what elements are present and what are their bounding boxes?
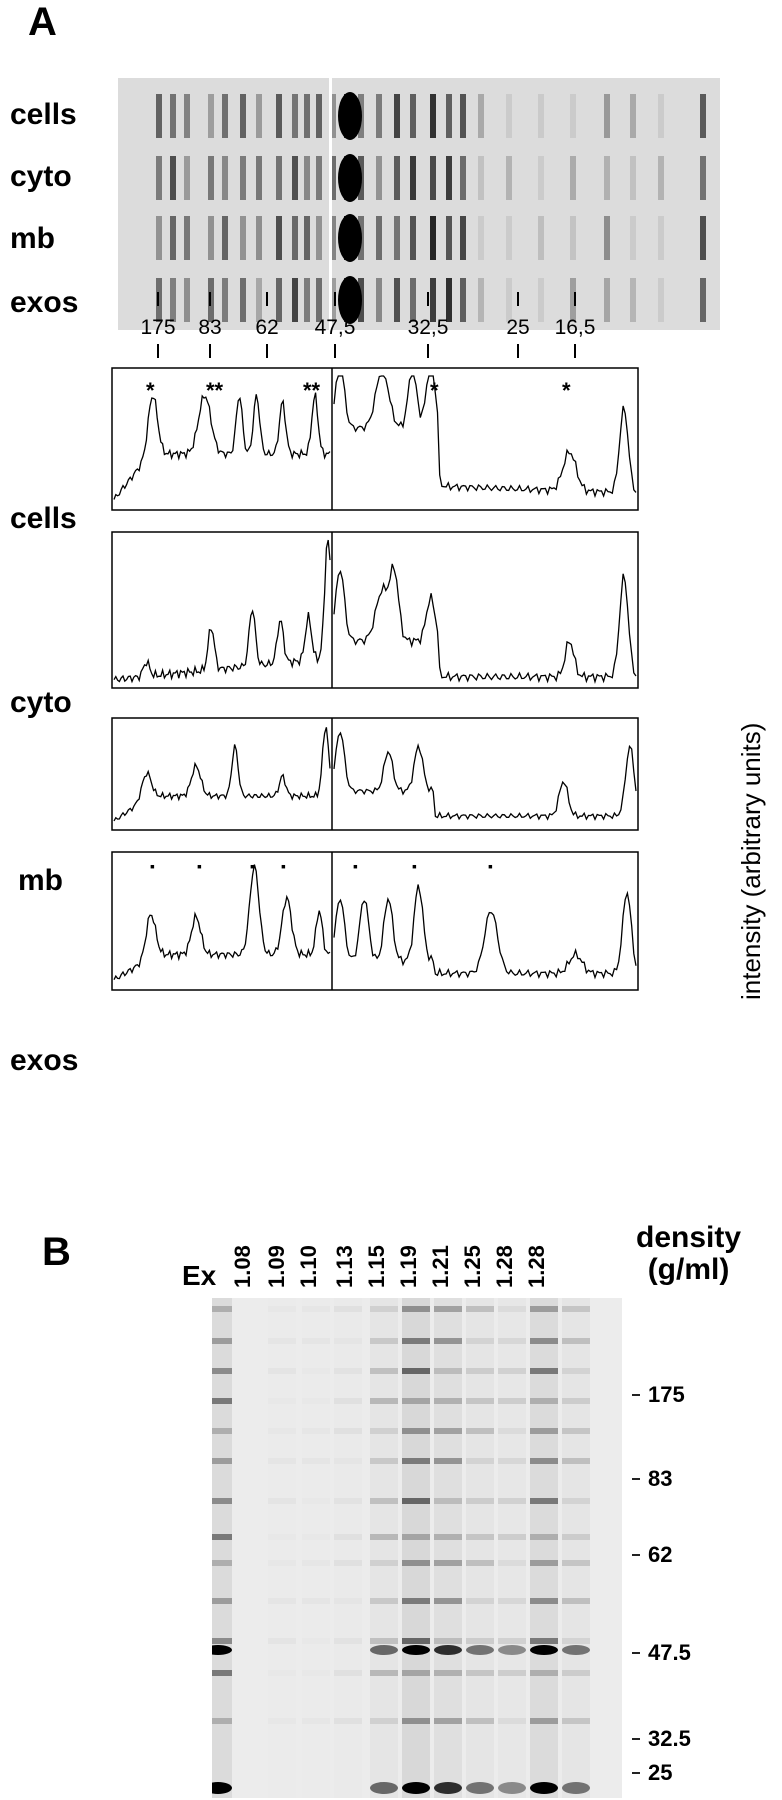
mw-tick-b bbox=[632, 1772, 640, 1774]
mw-label-a: 47,5 bbox=[314, 316, 356, 339]
lane-label-density: 1.10 bbox=[296, 1245, 321, 1288]
profile-plots bbox=[111, 367, 639, 991]
mw-label-b: 62 bbox=[648, 1542, 673, 1567]
profile-label-cells: cells bbox=[10, 502, 77, 535]
peak-marker-cells: * bbox=[562, 378, 571, 403]
gel-image-a bbox=[118, 78, 720, 330]
lane-label-density: 1.08 bbox=[230, 1245, 255, 1288]
peak-marker-exos: ▪ bbox=[150, 858, 155, 874]
peak-marker-cells: ** bbox=[303, 378, 321, 403]
gel-row-label-cyto: cyto bbox=[10, 160, 72, 193]
mw-tick-top-a bbox=[427, 292, 429, 306]
mw-label-a: 62 bbox=[255, 316, 279, 339]
density-title-line2: (g/ml) bbox=[647, 1253, 730, 1286]
profile-label-cyto: cyto bbox=[10, 686, 72, 719]
lane-label-density: 1.15 bbox=[364, 1245, 389, 1288]
profile-label-exos: exos bbox=[10, 1044, 79, 1077]
mw-tick-bottom-a bbox=[266, 344, 268, 358]
mw-tick-bottom-a bbox=[209, 344, 211, 358]
mw-tick-bottom-a bbox=[574, 344, 576, 358]
peak-marker-exos: ▪ bbox=[281, 858, 286, 874]
gel-image-b bbox=[212, 1298, 622, 1798]
lane-label-density: 1.13 bbox=[332, 1245, 357, 1288]
mw-tick-bottom-a bbox=[517, 344, 519, 358]
lane-label-density: 1.21 bbox=[428, 1245, 453, 1288]
mw-tick-top-a bbox=[334, 292, 336, 306]
mw-tick-b bbox=[632, 1394, 640, 1396]
mw-tick-b bbox=[632, 1554, 640, 1556]
profile-label-mb: mb bbox=[18, 864, 63, 897]
mw-label-b: 25 bbox=[648, 1760, 673, 1785]
gel-row-label-exos: exos bbox=[10, 286, 79, 319]
peak-marker-cells: ** bbox=[206, 378, 224, 403]
mw-label-a: 16,5 bbox=[554, 316, 596, 339]
mw-label-a: 83 bbox=[198, 316, 222, 339]
panel-b-label: B bbox=[42, 1230, 71, 1274]
mw-tick-top-a bbox=[266, 292, 268, 306]
mw-tick-b bbox=[632, 1478, 640, 1480]
mw-label-a: 32,5 bbox=[407, 316, 449, 339]
mw-label-b: 32.5 bbox=[648, 1726, 691, 1751]
peak-marker-exos: ▪ bbox=[250, 858, 255, 874]
peak-marker-exos: ▪ bbox=[197, 858, 202, 874]
mw-tick-top-a bbox=[517, 292, 519, 306]
mw-label-b: 175 bbox=[648, 1382, 685, 1407]
peak-marker-exos: ▪ bbox=[412, 858, 417, 874]
density-title: density (g/ml) bbox=[636, 1222, 741, 1286]
mw-tick-bottom-a bbox=[334, 344, 336, 358]
mw-label-a: 175 bbox=[140, 316, 176, 339]
mw-tick-b bbox=[632, 1652, 640, 1654]
mw-tick-b bbox=[632, 1738, 640, 1740]
mw-tick-bottom-a bbox=[427, 344, 429, 358]
lane-label-density: 1.25 bbox=[460, 1245, 485, 1288]
lane-label-ex: Ex bbox=[182, 1260, 217, 1291]
mw-label-b: 83 bbox=[648, 1466, 673, 1491]
mw-tick-top-a bbox=[574, 292, 576, 306]
y-axis-title: intensity (arbitrary units) bbox=[736, 722, 766, 1000]
mw-label-b: 47.5 bbox=[648, 1640, 691, 1665]
gel-row-label-mb: mb bbox=[10, 222, 55, 255]
mw-tick-top-a bbox=[209, 292, 211, 306]
peak-marker-cells: * bbox=[146, 378, 155, 403]
lane-label-density: 1.19 bbox=[396, 1245, 421, 1288]
mw-tick-bottom-a bbox=[157, 344, 159, 358]
peak-marker-exos: ▪ bbox=[488, 858, 493, 874]
density-title-line1: density bbox=[636, 1221, 742, 1254]
mw-tick-top-a bbox=[157, 292, 159, 306]
panel-a-label: A bbox=[28, 0, 57, 44]
peak-marker-exos: ▪ bbox=[353, 858, 358, 874]
mw-label-a: 25 bbox=[506, 316, 530, 339]
lane-label-density: 1.28 bbox=[524, 1245, 549, 1288]
peak-marker-cells: * bbox=[430, 378, 439, 403]
gel-row-label-cells: cells bbox=[10, 98, 77, 131]
lane-label-density: 1.09 bbox=[264, 1245, 289, 1288]
lane-label-density: 1.28 bbox=[492, 1245, 517, 1288]
